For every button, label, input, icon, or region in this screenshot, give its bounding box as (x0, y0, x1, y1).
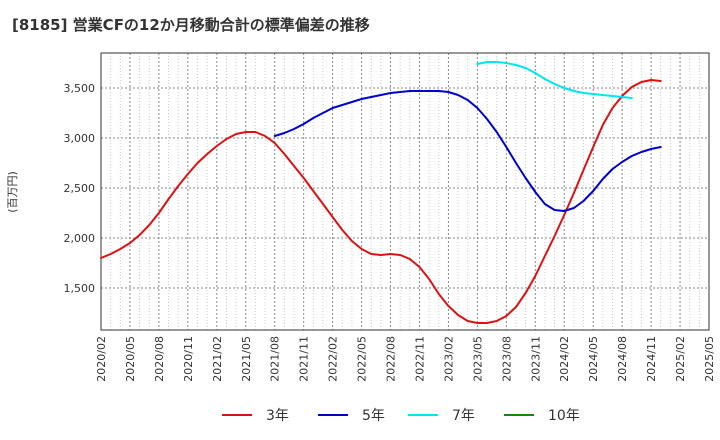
legend: 3年 5年 7年 10年 (222, 408, 580, 424)
plot-area (100, 52, 710, 331)
legend-label-2: 5年 (362, 408, 385, 424)
legend-label-3: 7年 (452, 408, 475, 424)
x-tick-label: 2023/11 (529, 336, 542, 382)
x-tick-label: 2022/05 (356, 336, 369, 382)
x-tick-label: 2022/08 (385, 336, 398, 382)
legend-label-4: 10年 (548, 408, 580, 424)
legend-label-1: 3年 (266, 408, 289, 424)
x-tick-label: 2024/08 (616, 336, 629, 382)
x-tick-label: 2022/11 (413, 336, 426, 382)
y-axis-ticks: 1,500 2,000 2,500 3,000 3,500 (64, 82, 96, 295)
x-tick-label: 2024/02 (558, 336, 571, 382)
y-tick-label: 1,500 (64, 282, 96, 295)
y-axis-label: (百万円) (6, 171, 19, 213)
x-tick-label: 2025/05 (703, 336, 716, 382)
x-tick-label: 2023/02 (442, 336, 455, 382)
series-lines (100, 61, 662, 324)
x-tick-label: 2021/11 (298, 336, 311, 382)
y-tick-label: 2,500 (64, 182, 96, 195)
x-tick-label: 2021/05 (240, 336, 253, 382)
y-tick-label: 3,500 (64, 82, 96, 95)
chart-title: [8185] 営業CFの12か月移動合計の標準偏差の推移 (12, 16, 370, 34)
x-tick-label: 2020/02 (95, 336, 108, 382)
x-tick-label: 2021/08 (269, 336, 282, 382)
x-tick-label: 2020/08 (153, 336, 166, 382)
x-tick-label: 2024/11 (645, 336, 658, 382)
grid (100, 53, 710, 330)
x-axis-ticks: 2020/02 2020/05 2020/08 2020/11 2021/02 2021/… (95, 336, 716, 382)
series-line-1 (100, 79, 662, 324)
x-tick-label: 2023/08 (500, 336, 513, 382)
x-tick-label: 2025/02 (674, 336, 687, 382)
x-tick-label: 2020/11 (182, 336, 195, 382)
y-tick-label: 3,000 (64, 132, 96, 145)
y-tick-label: 2,000 (64, 232, 96, 245)
x-tick-label: 2024/05 (587, 336, 600, 382)
series-line-2 (273, 90, 662, 212)
series-line-3 (476, 61, 633, 99)
x-tick-label: 2020/05 (124, 336, 137, 382)
x-tick-label: 2022/02 (327, 336, 340, 382)
x-tick-label: 2023/05 (471, 336, 484, 382)
x-tick-label: 2021/02 (211, 336, 224, 382)
